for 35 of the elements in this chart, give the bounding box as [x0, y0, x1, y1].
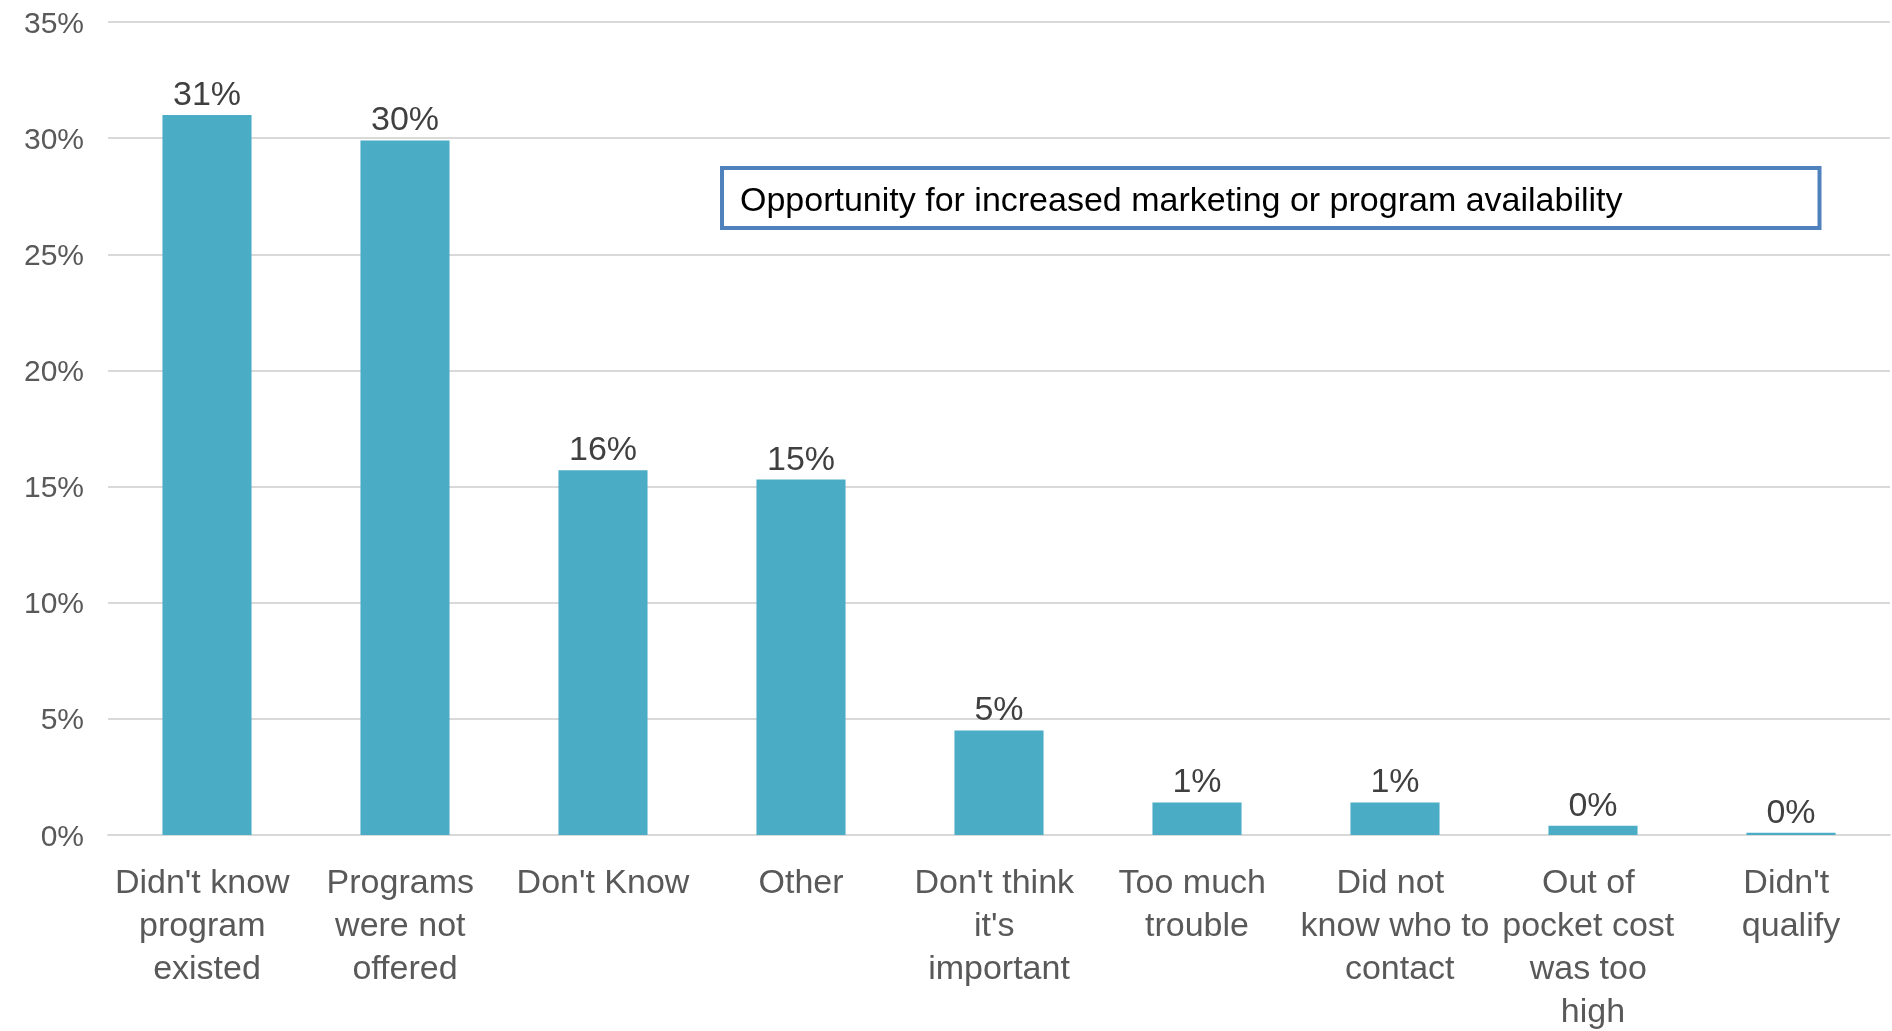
y-tick-label: 35%: [23, 5, 84, 39]
x-tick-label: Did not know who to contact: [1300, 861, 1490, 986]
x-tick-label: Didn't qualify: [1741, 861, 1841, 943]
x-tick-label: Out of pocket cost was too high: [1502, 861, 1684, 1029]
data-label: 0%: [1766, 791, 1816, 830]
bar: [756, 479, 846, 835]
data-label: 16%: [568, 429, 638, 468]
data-label: 30%: [370, 99, 440, 138]
bar: [1152, 802, 1242, 835]
x-tick-label: Too much trouble: [1118, 861, 1276, 943]
x-tick-label: Programs were not offered: [326, 861, 484, 986]
bar: [558, 470, 648, 835]
data-label: 0%: [1568, 784, 1618, 823]
annotation: Opportunity for increased marketing or program availability: [740, 180, 1623, 218]
data-label: 1%: [1370, 761, 1420, 800]
bar: [1548, 825, 1638, 835]
y-tick-label: 20%: [23, 353, 84, 387]
x-tick-label: Didn't know program existed: [114, 861, 300, 986]
y-tick-label: 10%: [23, 586, 84, 620]
data-label: 15%: [766, 438, 836, 477]
bar: [954, 730, 1044, 835]
bar: [162, 114, 252, 835]
x-tick-label: Other: [758, 861, 844, 900]
y-tick-label: 25%: [23, 237, 84, 271]
y-tick-label: 5%: [40, 702, 84, 736]
bar: [360, 140, 450, 835]
data-label: 1%: [1172, 761, 1222, 800]
y-tick-label: 30%: [23, 121, 84, 155]
data-label: 5%: [974, 689, 1024, 728]
x-tick-label: Don't think it's important: [914, 861, 1084, 986]
data-label: 31%: [172, 73, 242, 112]
y-tick-label: 0%: [40, 818, 84, 852]
x-tick-label: Don't Know: [516, 861, 690, 900]
bar: [1350, 802, 1440, 835]
y-tick-label: 15%: [23, 470, 84, 504]
